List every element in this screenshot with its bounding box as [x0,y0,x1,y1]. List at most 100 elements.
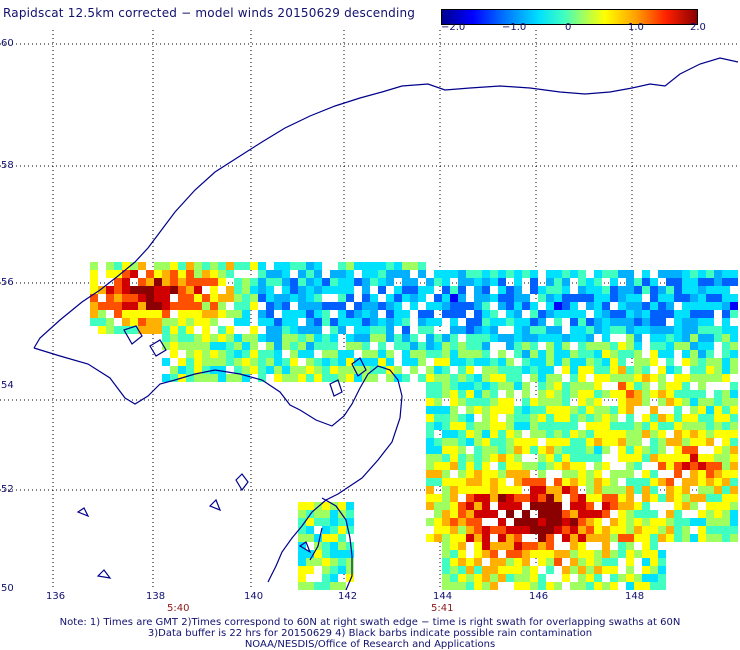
wind-cell [322,366,330,374]
wind-cell [698,494,706,502]
wind-cell [170,342,178,350]
wind-cell [122,318,130,326]
wind-cell [730,302,738,310]
wind-cell [714,470,722,478]
wind-cell [578,414,586,422]
wind-cell [618,326,626,334]
wind-cell [426,366,434,374]
wind-cell [594,574,602,582]
wind-cell [482,542,490,550]
wind-cell [458,534,466,542]
wind-cell [530,542,538,550]
wind-cell [418,294,426,302]
wind-cell [242,318,250,326]
wind-cell [330,302,338,310]
wind-cell [722,430,730,438]
colorbar-tick: 1.0 [628,22,644,33]
wind-cell [706,318,714,326]
wind-cell [338,302,346,310]
wind-cell [562,382,570,390]
wind-cell [306,278,314,286]
wind-cell [466,406,474,414]
wind-cell [522,406,530,414]
wind-cell [586,422,594,430]
wind-cell [690,518,698,526]
wind-cell [554,478,562,486]
wind-cell [418,310,426,318]
wind-cell [434,374,442,382]
wind-cell [634,534,642,542]
wind-cell [426,374,434,382]
wind-cell [586,486,594,494]
wind-cell [610,486,618,494]
wind-cell [250,326,258,334]
wind-cell [330,358,338,366]
wind-cell [658,446,666,454]
wind-cell [466,326,474,334]
wind-cell [442,366,450,374]
colorbar-tick: −1.0 [502,22,527,33]
wind-cell [338,526,346,534]
lat-label: 54 [1,380,14,391]
wind-cell [634,550,642,558]
wind-cell [666,270,674,278]
wind-cell [210,350,218,358]
wind-cell [466,478,474,486]
wind-cell [210,294,218,302]
wind-cell [514,350,522,358]
wind-cell [194,302,202,310]
wind-cell [602,582,610,590]
wind-cell [594,350,602,358]
wind-cell [610,350,618,358]
wind-cell [602,558,610,566]
wind-cell [386,310,394,318]
wind-cell [570,374,578,382]
wind-cell [714,486,722,494]
wind-cell [314,270,322,278]
wind-cell [514,438,522,446]
wind-cell [442,550,450,558]
wind-cell [546,422,554,430]
wind-cell [682,494,690,502]
wind-cell [466,398,474,406]
wind-cell [370,278,378,286]
wind-cell [530,462,538,470]
wind-cell [602,350,610,358]
wind-cell [506,454,514,462]
wind-cell [538,542,546,550]
wind-cell [602,550,610,558]
wind-cell [626,566,634,574]
wind-cell [554,286,562,294]
wind-cell [410,366,418,374]
wind-cell [602,542,610,550]
wind-cell [186,350,194,358]
wind-cell [682,438,690,446]
wind-cell [514,470,522,478]
wind-cell [674,390,682,398]
wind-cell [514,334,522,342]
wind-cell [266,302,274,310]
wind-cell [474,446,482,454]
wind-cell [554,486,562,494]
wind-cell [482,422,490,430]
wind-cell [314,510,322,518]
wind-cell [626,398,634,406]
wind-cell [706,430,714,438]
wind-cell [714,518,722,526]
wind-cell [442,502,450,510]
wind-cell [530,486,538,494]
wind-cell [418,262,426,270]
wind-cell [586,430,594,438]
wind-cell [690,534,698,542]
wind-cell [506,510,514,518]
colorbar-tick: 2.0 [690,22,706,33]
wind-cell [586,510,594,518]
wind-cell [442,438,450,446]
wind-cell [650,518,658,526]
wind-cell [482,574,490,582]
wind-cell [650,406,658,414]
wind-cell [562,414,570,422]
wind-cell [434,294,442,302]
wind-cell [538,550,546,558]
wind-cell [730,462,738,470]
